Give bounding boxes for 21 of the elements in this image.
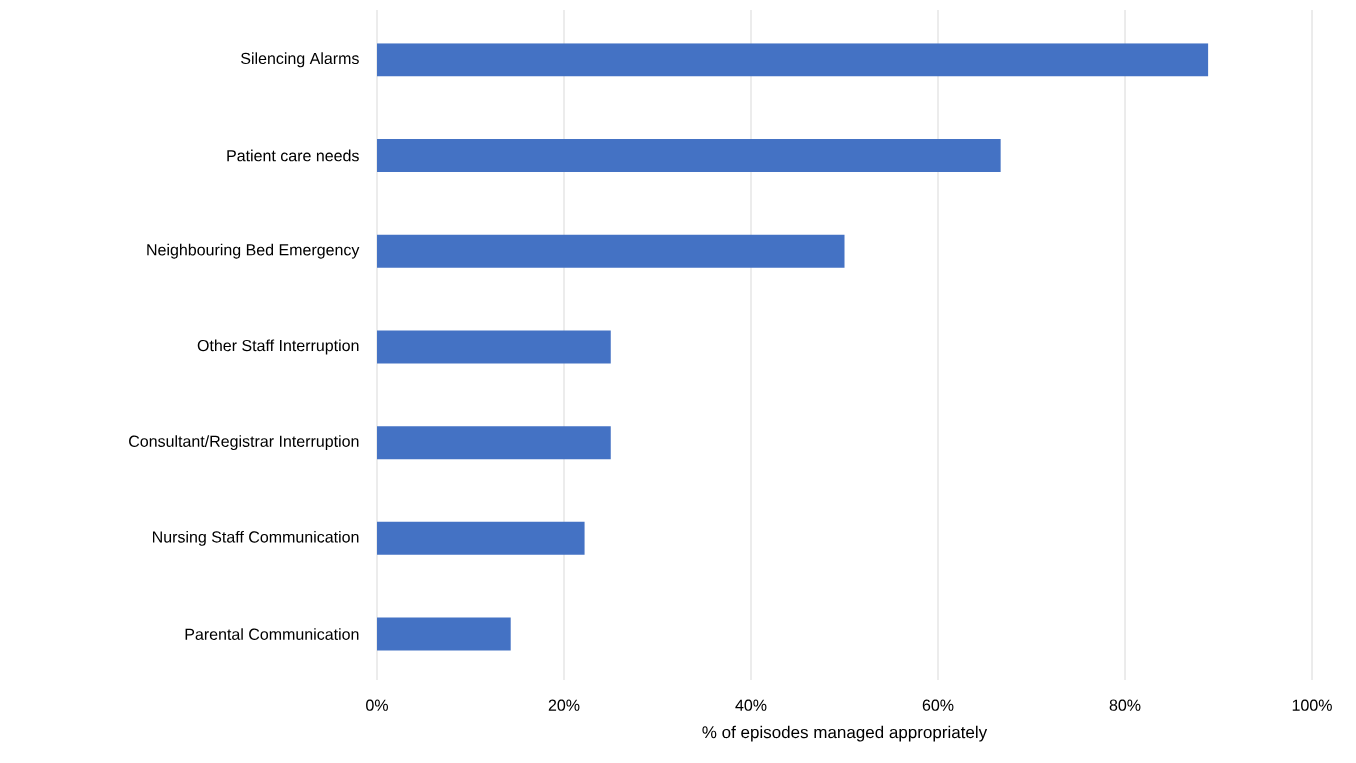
bar (377, 234, 845, 268)
x-axis-title: % of episodes managed appropriately (702, 725, 988, 742)
x-tick-label: 40% (735, 699, 767, 711)
x-tick-label: 0% (366, 699, 388, 711)
x-tick-label: 60% (922, 699, 954, 711)
bar (377, 330, 611, 364)
x-tick-label: 20% (548, 699, 580, 711)
y-tick-label: Silencing Alarms (241, 52, 359, 68)
bar (377, 617, 511, 651)
y-tick-label: Patient care needs (227, 149, 359, 162)
bar (377, 521, 585, 555)
y-tick-label: Consultant/Registrar Interruption (129, 435, 359, 451)
y-tick-label: Parental Communication (185, 628, 359, 640)
x-tick-label: 100% (1292, 699, 1332, 711)
bar (377, 426, 611, 460)
y-tick-label: Other Staff Interruption (197, 339, 359, 355)
y-tick-label: Neighbouring Bed Emergency (147, 243, 360, 259)
x-tick-label: 80% (1109, 699, 1141, 711)
bar (377, 43, 1209, 77)
bar (377, 138, 1001, 172)
y-tick-label: Nursing Staff Communication (152, 530, 359, 546)
